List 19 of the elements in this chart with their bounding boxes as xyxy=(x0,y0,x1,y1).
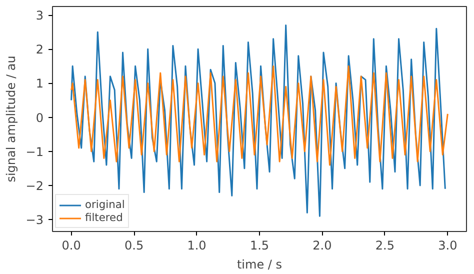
legend-label: original xyxy=(85,198,125,211)
x-tick-label: 3.0 xyxy=(438,238,458,252)
x-axis-title: time / s xyxy=(236,258,282,272)
x-tick-label: 0.5 xyxy=(124,238,144,252)
x-tick-label: 2.0 xyxy=(312,238,332,252)
y-axis-title: signal amplitude / au xyxy=(4,56,18,182)
x-tick-label: 2.5 xyxy=(375,238,395,252)
x-tick-label: 1.0 xyxy=(187,238,206,252)
line-series xyxy=(70,65,448,166)
y-tick-label: −1 xyxy=(26,144,44,159)
y-tick-label: −3 xyxy=(26,213,44,228)
y-tick-label: 2 xyxy=(36,42,44,57)
y-tick-label: −2 xyxy=(26,178,44,193)
y-tick-label: 3 xyxy=(36,8,44,23)
legend-label: filtered xyxy=(85,211,123,224)
y-tick-label: 0 xyxy=(36,110,44,125)
x-tick-label: 0.0 xyxy=(62,238,81,252)
y-tick-label: 1 xyxy=(36,76,44,91)
x-tick-label: 1.5 xyxy=(250,238,270,252)
